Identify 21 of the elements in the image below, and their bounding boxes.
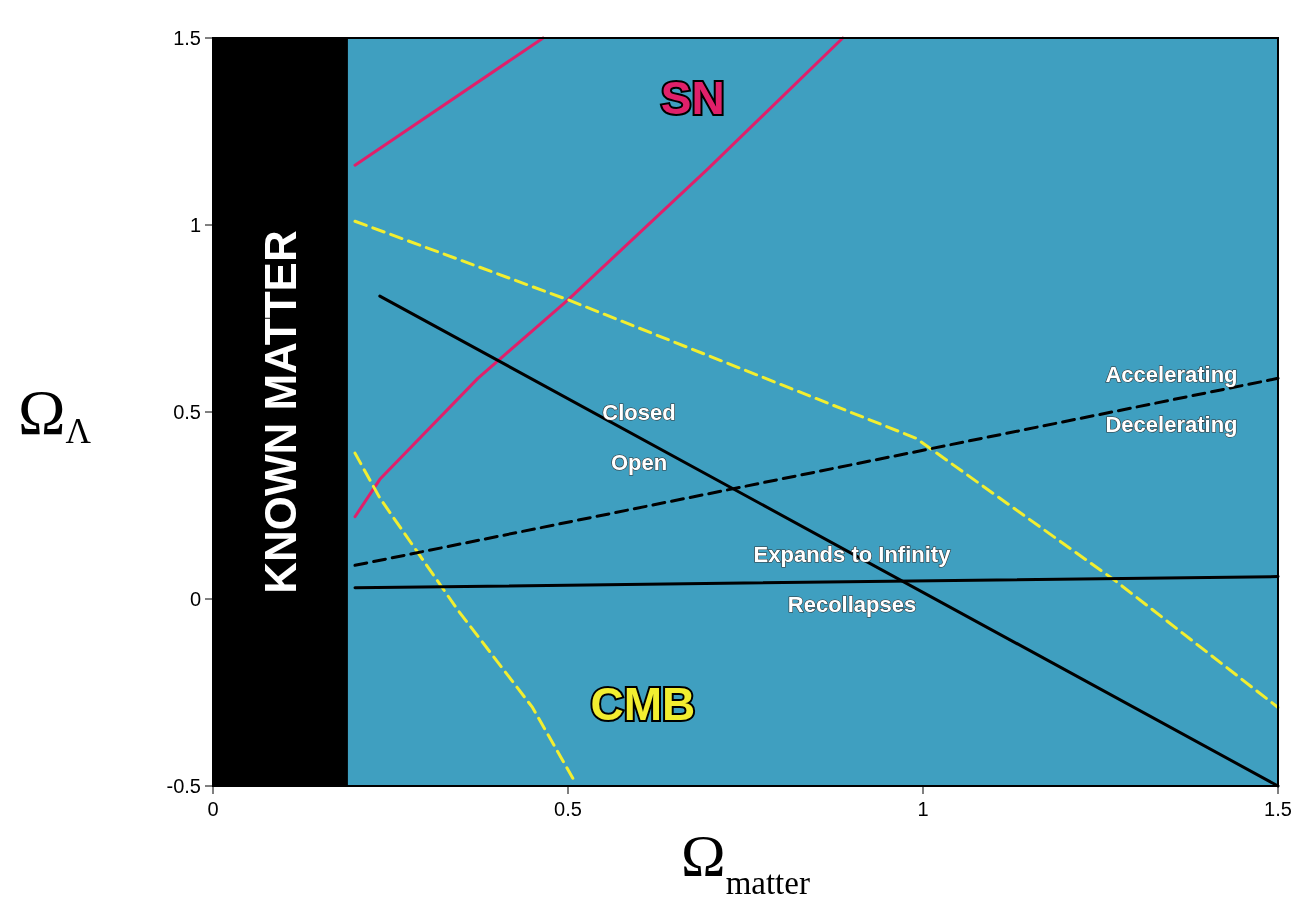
x-tick-label: 0.5 [554,798,582,820]
x-tick-label: 0 [207,798,219,820]
annotation: Decelerating [1105,412,1238,438]
x-tick-label: 1.5 [1264,798,1292,820]
line-series [353,451,575,781]
y-axis-title: Ω$_{Λ}$ [18,376,92,451]
line-series [353,36,845,519]
annotation: Open [610,449,668,475]
annotation: Recollapses [787,591,917,617]
series-label: SN [660,72,725,124]
band-label: KNOWN MATTER [255,230,305,594]
annotation: Closed [602,399,676,425]
y-tick-label: 1 [189,214,201,236]
y-tick-label: 1.5 [173,27,201,49]
x-axis-title: Ω$_{matter}$ [681,823,810,901]
y-tick-label: 0.5 [173,401,201,423]
annotation: Accelerating [1105,362,1238,388]
y-tick-label: -0.5 [166,775,201,797]
x-tick-label: 1 [917,798,929,820]
series-label: CMB [590,677,696,730]
y-tick-label: 0 [189,588,201,610]
